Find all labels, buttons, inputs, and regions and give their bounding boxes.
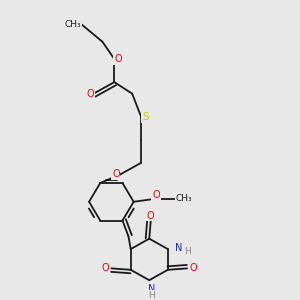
Text: O: O bbox=[147, 211, 154, 220]
Text: O: O bbox=[114, 54, 122, 64]
Text: CH₃: CH₃ bbox=[64, 20, 81, 29]
Text: O: O bbox=[152, 190, 160, 200]
Text: O: O bbox=[87, 89, 94, 99]
Text: S: S bbox=[142, 112, 149, 122]
Text: H: H bbox=[184, 248, 190, 256]
Text: O: O bbox=[112, 169, 120, 179]
Text: O: O bbox=[101, 263, 109, 273]
Text: N: N bbox=[148, 284, 155, 294]
Text: N: N bbox=[176, 243, 183, 253]
Text: H: H bbox=[148, 291, 155, 300]
Text: CH₃: CH₃ bbox=[176, 194, 193, 203]
Text: O: O bbox=[190, 263, 197, 273]
